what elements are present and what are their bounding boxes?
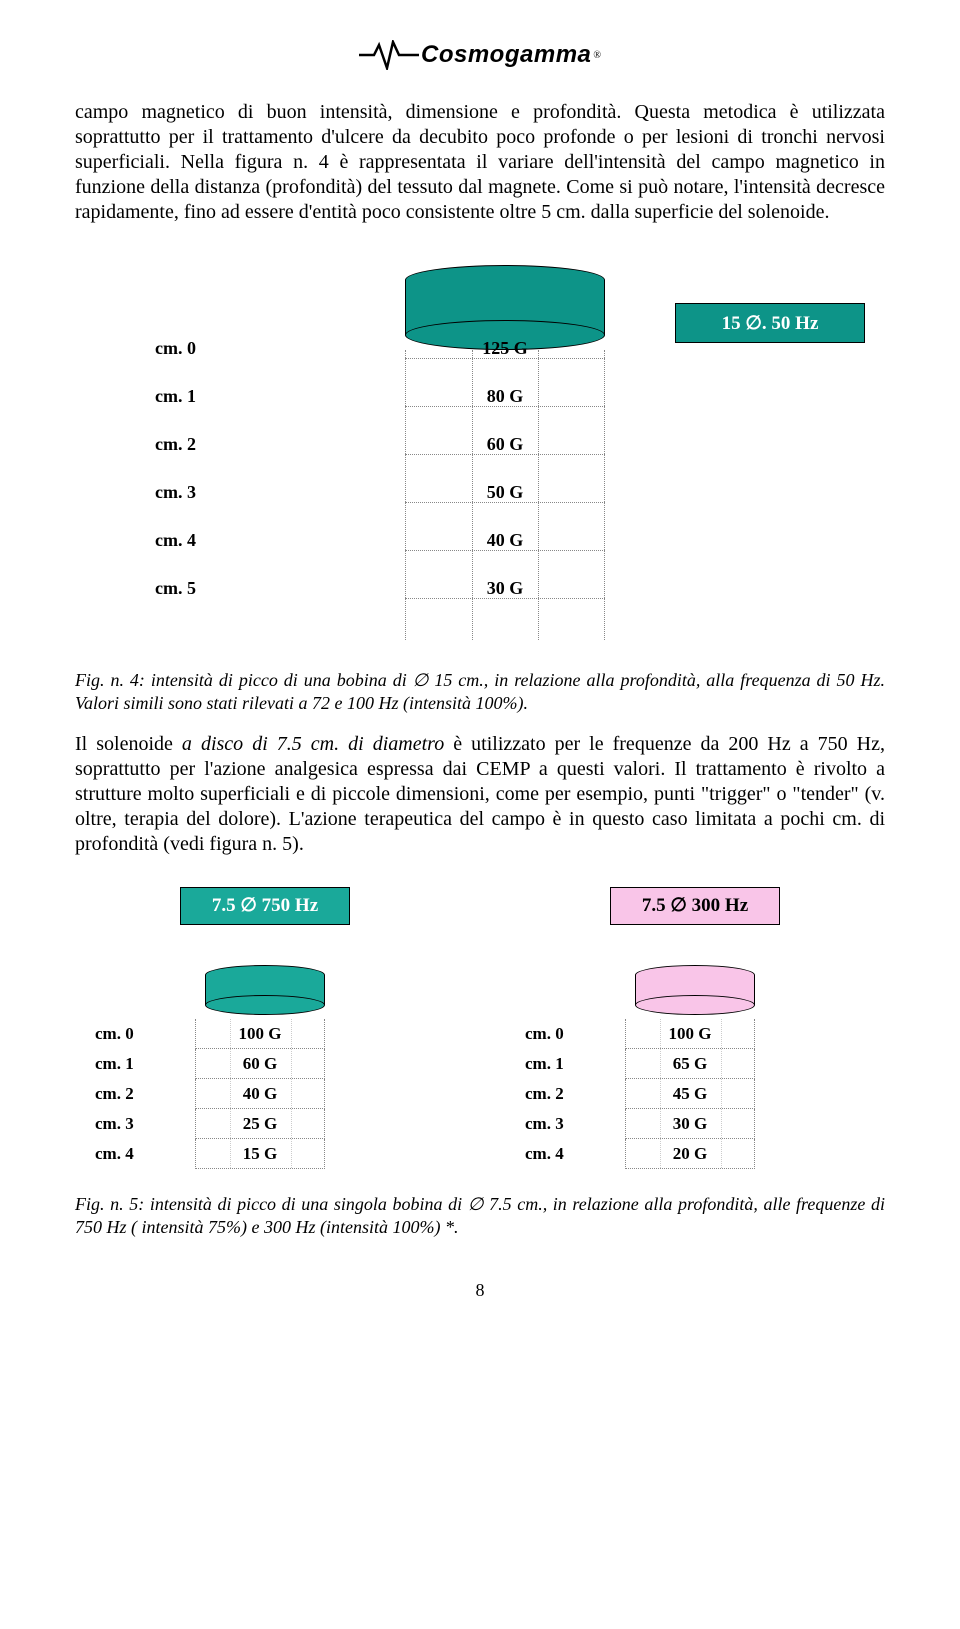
fig5-right-table: cm. 0100 G cm. 165 G cm. 245 G cm. 330 G…: [505, 1019, 885, 1169]
fig5-left-table: cm. 0100 G cm. 160 G cm. 240 G cm. 325 G…: [75, 1019, 455, 1169]
fig5-row-value: 40 G: [195, 1079, 325, 1109]
fig5-row-label: cm. 2: [505, 1084, 625, 1104]
fig5-row-label: cm. 3: [505, 1114, 625, 1134]
fig5-row-label: cm. 1: [505, 1054, 625, 1074]
figure-4-caption: Fig. n. 4: intensità di picco di una bob…: [75, 669, 885, 716]
fig5-left-badge: 7.5 ∅ 750 Hz: [180, 887, 350, 925]
brand-logo: Cosmogamma ®: [359, 40, 601, 70]
document-page: Cosmogamma ® campo magnetico di buon int…: [0, 0, 960, 1331]
heartbeat-icon: [359, 40, 419, 70]
fig5-left-column: 7.5 ∅ 750 Hz cm. 0100 G cm. 160 G cm. 24…: [75, 887, 455, 1169]
fig5-row-value: 25 G: [195, 1109, 325, 1139]
fig5-row-label: cm. 1: [75, 1054, 195, 1074]
fig5-row-label: cm. 4: [505, 1144, 625, 1164]
fig4-badge: 15 ∅. 50 Hz: [675, 303, 865, 343]
fig5-right-badge: 7.5 ∅ 300 Hz: [610, 887, 780, 925]
fig4-row-label: cm. 4: [155, 530, 196, 551]
fig4-row-label: cm. 1: [155, 386, 196, 407]
fig4-data-rows: cm. 0 125 G cm. 1 80 G cm. 2 60 G cm. 3 …: [75, 338, 885, 626]
fig5-row-value: 30 G: [625, 1109, 755, 1139]
brand-name: Cosmogamma: [421, 41, 591, 69]
fig5-right-column: 7.5 ∅ 300 Hz cm. 0100 G cm. 165 G cm. 24…: [505, 887, 885, 1169]
fig5-row-value: 100 G: [625, 1019, 755, 1049]
paragraph-2: Il solenoide a disco di 7.5 cm. di diame…: [75, 732, 885, 857]
fig5-row-label: cm. 0: [75, 1024, 195, 1044]
figure-5-caption: Fig. n. 5: intensità di picco di una sin…: [75, 1193, 885, 1240]
paragraph-1: campo magnetico di buon intensità, dimen…: [75, 100, 885, 225]
page-number: 8: [75, 1280, 885, 1301]
fig4-row-value: 60 G: [455, 434, 555, 455]
fig5-row-value: 60 G: [195, 1049, 325, 1079]
logo-header: Cosmogamma ®: [75, 40, 885, 70]
fig4-row-label: cm. 0: [155, 338, 196, 359]
fig4-row-label: cm. 5: [155, 578, 196, 599]
fig5-row-value: 45 G: [625, 1079, 755, 1109]
fig5-row-label: cm. 4: [75, 1144, 195, 1164]
registered-mark: ®: [593, 50, 601, 61]
fig5-row-value: 20 G: [625, 1139, 755, 1169]
fig5-right-cylinder: [635, 965, 755, 1025]
fig4-row-label: cm. 2: [155, 434, 196, 455]
fig5-row-value: 100 G: [195, 1019, 325, 1049]
fig4-row-value: 30 G: [455, 578, 555, 599]
fig5-row-value: 15 G: [195, 1139, 325, 1169]
fig4-row-label: cm. 3: [155, 482, 196, 503]
fig5-row-label: cm. 0: [505, 1024, 625, 1044]
fig4-row-value: 80 G: [455, 386, 555, 407]
fig4-row-value: 50 G: [455, 482, 555, 503]
figure-4: 15 ∅. 50 Hz cm. 0 125 G cm. 1 80 G cm. 2…: [75, 265, 885, 645]
fig5-left-cylinder: [205, 965, 325, 1025]
fig5-row-label: cm. 2: [75, 1084, 195, 1104]
fig4-row-value: 125 G: [455, 338, 555, 359]
figure-5: 7.5 ∅ 750 Hz cm. 0100 G cm. 160 G cm. 24…: [75, 887, 885, 1169]
fig5-row-value: 65 G: [625, 1049, 755, 1079]
fig5-row-label: cm. 3: [75, 1114, 195, 1134]
fig4-row-value: 40 G: [455, 530, 555, 551]
